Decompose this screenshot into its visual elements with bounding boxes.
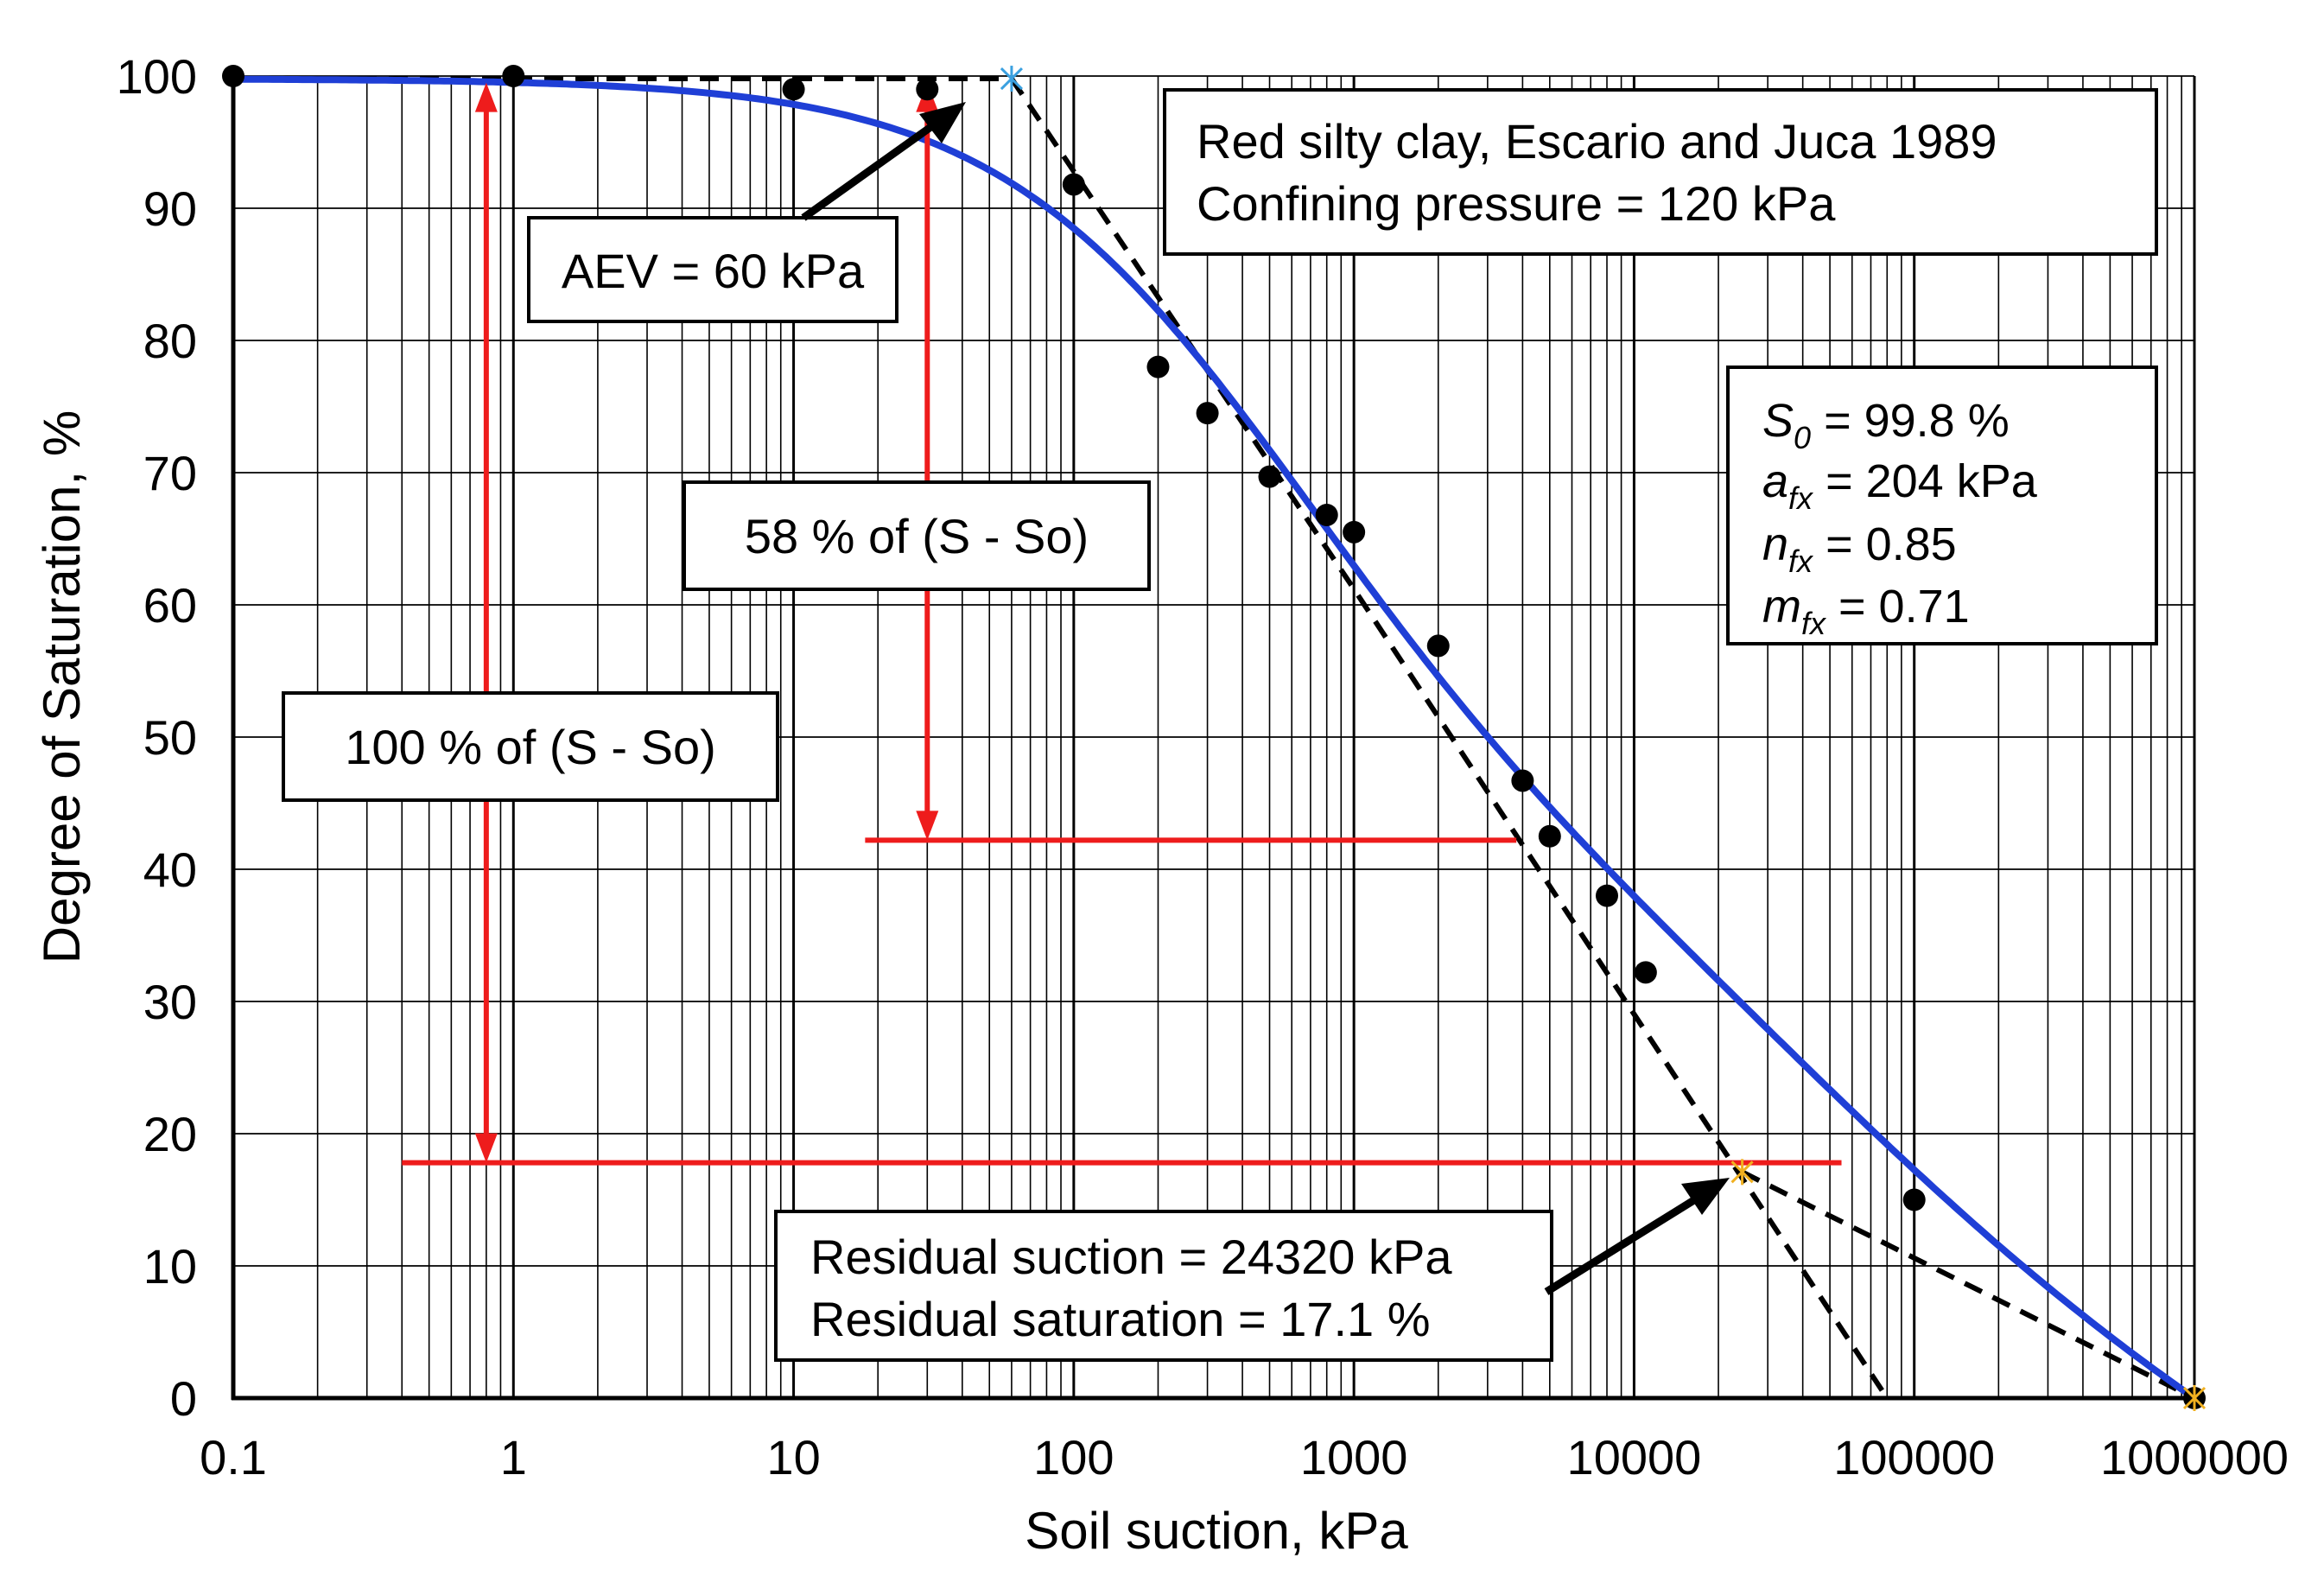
dashed-construction-line <box>1009 77 1889 1400</box>
x-tick-label: 100 <box>1033 1430 1114 1484</box>
pct100-label: 100 % of (S - So) <box>345 720 716 774</box>
data-point <box>1634 961 1657 984</box>
data-point <box>1062 173 1085 196</box>
source-line-1: Red silty clay, Escario and Juca 1989 <box>1197 114 1997 168</box>
y-tick-label: 30 <box>143 975 197 1029</box>
residual-line-1: Residual suction = 24320 kPa <box>810 1230 1452 1284</box>
data-point <box>1343 520 1366 544</box>
data-point <box>222 65 244 87</box>
x-tick-label: 1000 <box>1300 1430 1408 1484</box>
data-point <box>1258 465 1281 488</box>
y-tick-label: 0 <box>170 1371 197 1426</box>
data-point <box>1196 402 1219 425</box>
y-tick-label: 70 <box>143 446 197 500</box>
x-tick-label: 1 <box>500 1430 527 1484</box>
residual-pointer-arrow <box>1544 1191 1706 1295</box>
parameters-box: S0 = 99.8 % afx = 204 kPa nfx = 0.85 mfx… <box>1726 366 2158 645</box>
y-tick-label: 100 <box>117 49 197 104</box>
param-a: afx = 204 kPa <box>1762 455 2038 516</box>
param-n: nfx = 0.85 <box>1762 518 1957 579</box>
x-axis-title: Soil suction, kPa <box>1025 1502 1408 1560</box>
x-tick-label: 100000 <box>1833 1430 1995 1484</box>
key-point-markers <box>1000 66 2207 1411</box>
red-arrowhead-down <box>474 1133 498 1163</box>
y-axis-title: Degree of Saturation, % <box>33 410 91 963</box>
x-tick-label: 10 <box>766 1430 820 1484</box>
data-point <box>782 78 805 101</box>
x-tick-label: 1000000 <box>2100 1430 2289 1484</box>
pct100-box: 100 % of (S - So) <box>282 691 779 802</box>
x-tick-label: 0.1 <box>200 1430 267 1484</box>
plot-lines <box>233 75 2197 1402</box>
data-point <box>1596 884 1619 907</box>
y-tick-label: 80 <box>143 314 197 368</box>
y-tick-label: 90 <box>143 181 197 236</box>
param-s0: S0 = 99.8 % <box>1762 395 2010 455</box>
data-point <box>1538 824 1561 848</box>
y-tick-label: 20 <box>143 1107 197 1161</box>
y-tick-label: 10 <box>143 1239 197 1294</box>
x-tick-label: 10000 <box>1567 1430 1702 1484</box>
pct58-label: 58 % of (S - So) <box>745 509 1089 563</box>
data-point <box>502 65 525 87</box>
red-arrowhead-down <box>916 811 939 841</box>
y-tick-label: 40 <box>143 842 197 897</box>
aev-pointer-arrow <box>801 116 944 221</box>
pct58-box: 58 % of (S - So) <box>683 480 1151 591</box>
residual-pointer-arrowhead <box>1681 1178 1730 1215</box>
aev-box: AEV = 60 kPa <box>527 216 898 323</box>
source-box: Red silty clay, Escario and Juca 1989 Co… <box>1163 88 2158 256</box>
aev-label: AEV = 60 kPa <box>562 244 865 298</box>
aev-pointer-arrowhead <box>919 102 966 143</box>
residual-line-2: Residual saturation = 17.1 % <box>810 1292 1431 1346</box>
data-point <box>1146 355 1170 378</box>
y-tick-label: 60 <box>143 578 197 633</box>
source-line-2: Confining pressure = 120 kPa <box>1197 176 1836 231</box>
red-arrowhead-up <box>474 82 498 112</box>
tick-labels: 0.1 1 10 100 1000 10000 100000 1000000 0 10 20 30 40… <box>117 49 2289 1484</box>
param-m: mfx = 0.71 <box>1762 581 1970 641</box>
data-point <box>1511 769 1534 792</box>
residual-box: Residual suction = 24320 kPa Residual sa… <box>774 1210 1553 1362</box>
dashed-construction-line <box>1741 1169 2196 1401</box>
pointer-arrows <box>801 102 1730 1295</box>
data-point <box>1902 1188 1926 1211</box>
y-tick-label: 50 <box>143 710 197 765</box>
data-point <box>1315 503 1338 526</box>
data-point <box>1426 634 1450 658</box>
fit-curve <box>233 75 2197 1402</box>
data-point <box>916 78 939 101</box>
